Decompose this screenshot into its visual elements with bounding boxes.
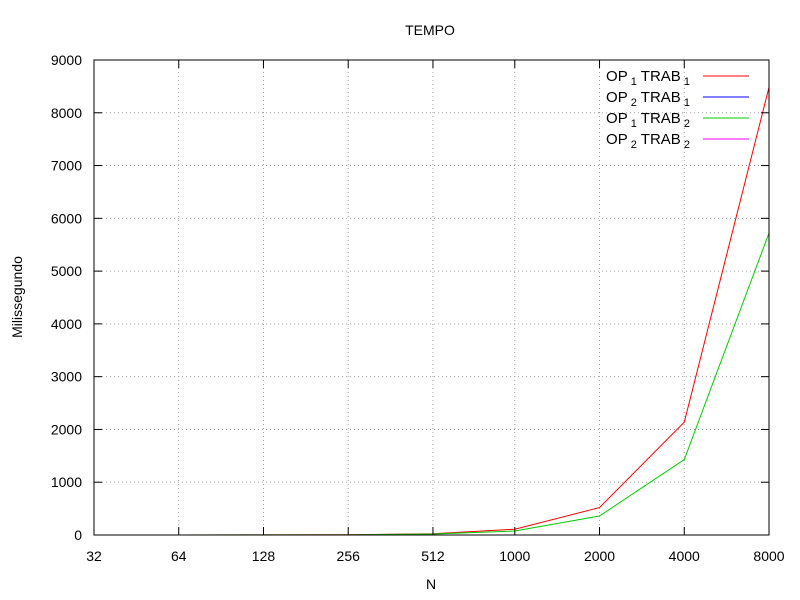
x-tick-label: 256	[337, 548, 361, 564]
y-tick-label: 8000	[51, 105, 82, 121]
series-lines	[94, 87, 770, 536]
y-axis-label: Milissegundo	[9, 256, 25, 338]
x-tick-label: 2000	[584, 548, 615, 564]
legend-label: OP 2 TRAB 1	[606, 89, 690, 109]
legend-entry-1: OP 1 TRAB 1	[606, 68, 749, 88]
legend-entry-3: OP 1 TRAB 2	[606, 110, 749, 130]
x-tick-label: 4000	[669, 548, 700, 564]
plot-frame	[93, 59, 770, 536]
legend: OP 1 TRAB 1OP 2 TRAB 1OP 1 TRAB 2OP 2 TR…	[606, 68, 749, 151]
series-line-3	[94, 232, 770, 536]
chart-title: TEMPO	[405, 22, 455, 38]
x-tick-label: 512	[421, 548, 445, 564]
grid	[94, 60, 769, 535]
legend-entry-2: OP 2 TRAB 1	[606, 89, 749, 109]
y-tick-label: 2000	[51, 421, 82, 437]
ticks	[93, 59, 770, 536]
y-tick-label: 6000	[51, 210, 82, 226]
legend-entry-4: OP 2 TRAB 2	[606, 131, 749, 151]
y-tick-label: 5000	[51, 263, 82, 279]
y-tick-label: 1000	[51, 474, 82, 490]
x-axis-label: N	[426, 576, 436, 592]
series-line-1	[94, 87, 770, 536]
x-tick-label: 128	[252, 548, 276, 564]
y-tick-label: 9000	[51, 52, 82, 68]
y-tick-label: 7000	[51, 158, 82, 174]
x-tick-label: 64	[171, 548, 187, 564]
legend-label: OP 1 TRAB 2	[606, 110, 690, 130]
x-tick-label: 1000	[499, 548, 530, 564]
legend-label: OP 2 TRAB 2	[606, 131, 690, 151]
legend-label: OP 1 TRAB 1	[606, 68, 690, 88]
x-tick-label: 32	[86, 548, 102, 564]
y-tick-label: 3000	[51, 369, 82, 385]
y-tick-label: 0	[74, 527, 82, 543]
tick-labels: 32 64 128 256 512 1000 2000 4000 8000 0 1000 2000 30…	[51, 52, 785, 564]
x-tick-label: 8000	[753, 548, 784, 564]
y-tick-label: 4000	[51, 316, 82, 332]
